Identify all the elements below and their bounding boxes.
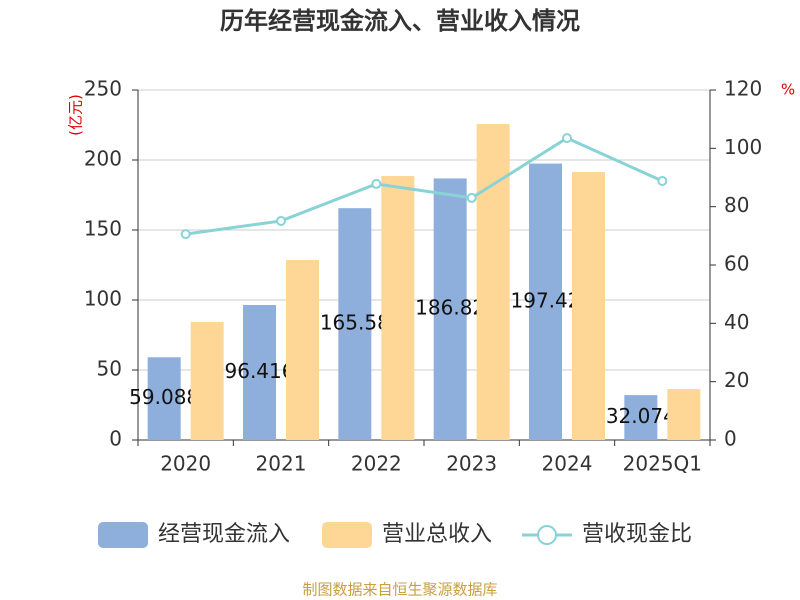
line-point (657, 176, 668, 186)
bar (338, 208, 372, 440)
y-tick-label: 150 (84, 217, 122, 241)
data-label: 186.82 (415, 296, 485, 320)
bar (190, 321, 224, 440)
y2-tick-label: 80 (724, 193, 749, 217)
bar (286, 259, 319, 440)
data-label: 165.58 (320, 311, 390, 335)
bar (381, 175, 415, 440)
data-label: 96.416 (225, 359, 295, 383)
y-tick-label: 250 (84, 77, 122, 101)
y-unit: (亿元) (67, 94, 85, 136)
bar (243, 305, 276, 440)
line-point (466, 192, 477, 203)
x-tick-label: 2023 (446, 452, 497, 476)
line-point (276, 215, 286, 226)
y2-tick-label: 0 (724, 427, 737, 451)
data-label: 197.42 (511, 288, 581, 312)
legend-label: 经营现金流入 (158, 522, 290, 547)
bar (433, 178, 467, 440)
y-tick-label: 200 (84, 147, 122, 171)
bar (624, 395, 658, 440)
line-point (371, 178, 382, 189)
x-tick-label: 2024 (542, 452, 593, 476)
legend-swatch (537, 525, 557, 545)
legend-swatch (98, 522, 148, 548)
legend-swatch (322, 522, 372, 548)
legend-label: 营业总收入 (382, 522, 492, 547)
line-point (180, 229, 191, 240)
bar (476, 124, 510, 441)
bar (147, 357, 181, 440)
source-note: 制图数据来自恒生聚源数据库 (302, 581, 497, 599)
legend-label: 营收现金比 (582, 522, 692, 547)
line (185, 136, 663, 236)
x-tick-label: 2025Q1 (623, 452, 702, 476)
data-label: 32.074 (606, 404, 676, 428)
x-tick-label: 2021 (256, 452, 307, 476)
line-point (562, 133, 572, 144)
y2-tick-label: 40 (724, 310, 749, 334)
y2-unit: % (781, 81, 795, 99)
y-tick-label: 0 (109, 427, 122, 451)
x-tick-label: 2022 (351, 452, 402, 476)
bar (572, 172, 605, 441)
bar (529, 163, 562, 440)
y2-tick-label: 60 (724, 252, 749, 276)
y-tick-label: 50 (97, 357, 122, 381)
y2-tick-label: 100 (724, 135, 762, 159)
y2-tick-label: 120 (724, 77, 762, 101)
bar (667, 389, 701, 440)
chart-title: 历年经营现金流入、营业收入情况 (220, 7, 580, 35)
y2-tick-label: 20 (724, 368, 749, 392)
data-label: 59.088 (129, 385, 199, 409)
y-tick-label: 100 (84, 287, 122, 311)
x-tick-label: 2020 (160, 452, 211, 476)
